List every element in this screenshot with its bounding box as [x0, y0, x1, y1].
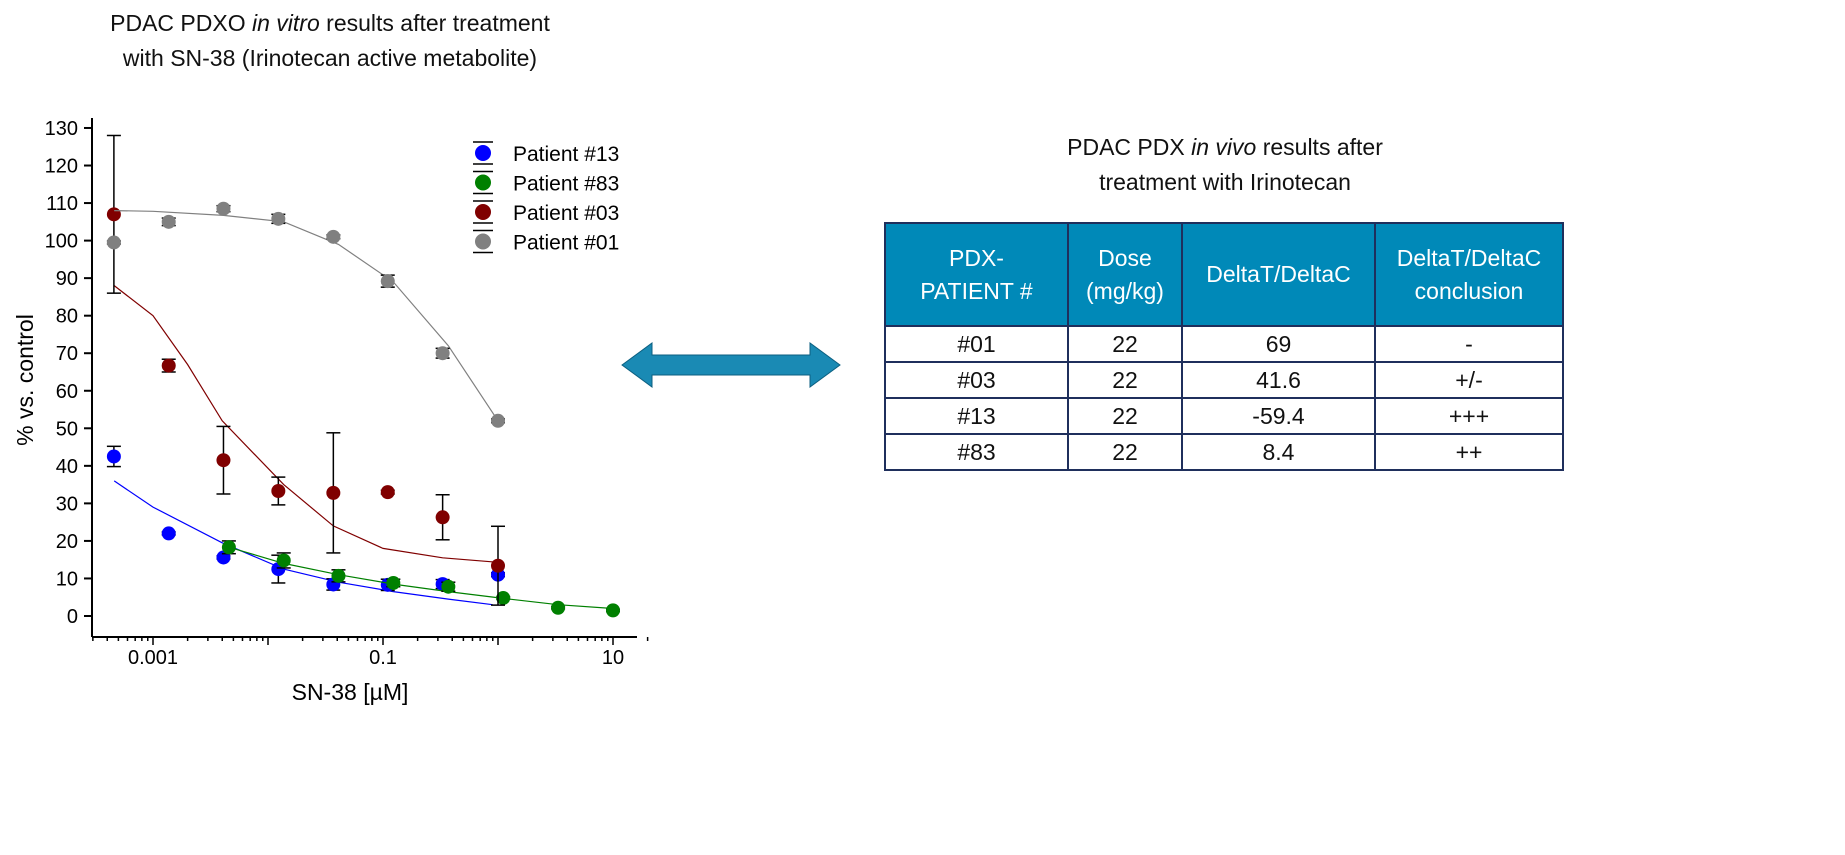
- data-point: [331, 568, 346, 583]
- header-dose: Dose (mg/kg): [1067, 222, 1183, 327]
- y-tick-label: 60: [56, 381, 78, 403]
- legend-label: Patient #83: [513, 173, 619, 196]
- legend-marker: [475, 145, 491, 161]
- fit-curve: [113, 480, 493, 606]
- y-tick-label: 50: [56, 418, 78, 440]
- cell: 8.4: [1181, 433, 1376, 471]
- x-tick-label: 0.1: [369, 647, 397, 669]
- cell: 41.6: [1181, 361, 1376, 399]
- header-conclusion: DeltaT/DeltaC conclusion: [1374, 222, 1564, 327]
- data-point: [326, 229, 341, 244]
- data-point: [216, 453, 231, 468]
- chart-title-part: results after treatment: [319, 10, 550, 36]
- double-arrow-icon: [621, 342, 841, 388]
- cell: 22: [1067, 397, 1183, 435]
- y-tick-label: 80: [56, 306, 78, 328]
- y-tick-label: 100: [45, 231, 78, 253]
- data-point: [106, 207, 121, 222]
- legend-marker: [475, 174, 491, 191]
- chart-title: PDAC PDXO in vitro results after treatme…: [40, 6, 620, 76]
- data-point: [496, 590, 511, 605]
- legend-marker: [475, 233, 491, 250]
- y-tick-label: 70: [56, 343, 78, 365]
- cell: -: [1374, 325, 1564, 363]
- data-point: [271, 483, 286, 498]
- chart-title-part: PDAC PDXO: [110, 10, 253, 36]
- cell: +++: [1374, 397, 1564, 435]
- data-point: [106, 449, 121, 464]
- y-tick-label: 130: [45, 118, 78, 140]
- cell: +/-: [1374, 361, 1564, 399]
- data-point: [106, 235, 121, 250]
- cell: #01: [884, 325, 1069, 363]
- y-tick-label: 10: [56, 568, 78, 590]
- data-point: [326, 485, 341, 500]
- data-point: [221, 540, 236, 555]
- data-point: [491, 413, 505, 428]
- data-point: [161, 358, 176, 373]
- y-axis-label: % vs. control: [12, 314, 38, 446]
- series-patient-01: [106, 201, 505, 428]
- y-tick-label: 90: [56, 268, 78, 290]
- table-title-part: PDAC PDX: [1067, 134, 1192, 160]
- chart-title-line2: with SN-38 (Irinotecan active metabolite…: [122, 45, 538, 71]
- header-patient: PDX- PATIENT #: [884, 222, 1069, 327]
- data-point: [276, 553, 291, 568]
- data-point: [441, 579, 456, 594]
- legend-label: Patient #03: [513, 202, 619, 225]
- header-deltat-deltac: DeltaT/DeltaC: [1181, 222, 1376, 327]
- y-tick-label: 120: [45, 156, 78, 178]
- fit-curve: [113, 285, 499, 563]
- pdx-results-table: PDX- PATIENT # Dose (mg/kg) DeltaT/DeltaC …: [884, 222, 1564, 471]
- data-point: [380, 485, 395, 500]
- y-tick-label: 40: [56, 456, 78, 478]
- cell: #83: [884, 433, 1069, 471]
- table-row: #01 22 69-: [884, 325, 1564, 363]
- dose-response-chart: 0 10 20 30 40 50 60 70 80 90 100 110 120 130 0.001 0.1 1…: [12, 118, 841, 705]
- table-title: PDAC PDX in vivo results after treatment…: [930, 130, 1520, 200]
- cell: 22: [1067, 361, 1183, 399]
- fit-curve: [114, 210, 499, 422]
- data-point: [435, 346, 450, 361]
- table-row: #03 22 41.6 +/-: [884, 361, 1564, 399]
- cell: 22: [1067, 325, 1183, 363]
- table-row: #83 22 8.4 ++: [884, 433, 1564, 471]
- data-point: [271, 211, 286, 226]
- series-patient-83: [221, 540, 620, 618]
- cell: #03: [884, 361, 1069, 399]
- data-point: [380, 274, 395, 289]
- legend-label: Patient #01: [513, 232, 619, 255]
- x-tick-label: 10: [602, 647, 624, 669]
- x-axis-label: SN-38 [µM]: [292, 679, 409, 705]
- data-point: [551, 600, 566, 615]
- y-tick-label: 30: [56, 493, 78, 515]
- legend-marker: [475, 204, 491, 220]
- table-title-line2: treatment with Irinotecan: [1099, 169, 1351, 195]
- y-tick-label: 0: [67, 606, 78, 628]
- data-point: [216, 201, 231, 216]
- table-title-part: results after: [1256, 134, 1383, 160]
- data-point: [386, 575, 401, 590]
- y-tick-label: 110: [46, 193, 78, 215]
- data-point: [606, 603, 620, 618]
- data-point: [435, 510, 450, 525]
- cell: ++: [1374, 433, 1564, 471]
- data-point: [161, 214, 176, 229]
- fit-curve: [229, 546, 614, 610]
- table-title-italic: in vivo: [1191, 134, 1257, 160]
- y-tick-label: 20: [56, 531, 78, 553]
- cell: 69: [1181, 325, 1376, 363]
- cell: #13: [884, 397, 1069, 435]
- data-point: [491, 558, 505, 573]
- series-patient-03: [106, 134, 505, 606]
- chart-title-italic: in vitro: [252, 10, 320, 36]
- data-point: [161, 526, 176, 541]
- legend-label: Patient #13: [513, 143, 619, 166]
- cell: 22: [1067, 433, 1183, 471]
- cell: -59.4: [1181, 397, 1376, 435]
- table-row: #13 22 -59.4 +++: [884, 397, 1564, 435]
- x-tick-label: 0.001: [128, 647, 178, 669]
